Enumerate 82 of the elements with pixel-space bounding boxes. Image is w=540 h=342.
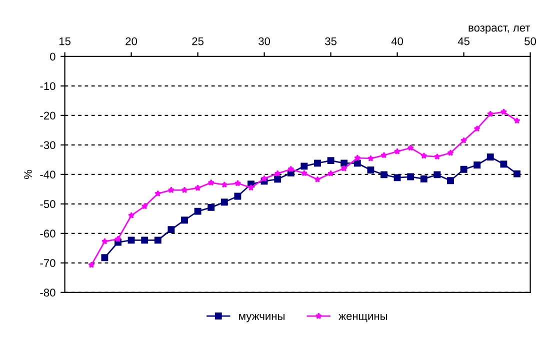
point — [101, 238, 108, 244]
point — [514, 117, 520, 124]
x-tick-label: 50 — [524, 37, 536, 46]
point — [234, 180, 242, 186]
legend-label: женщины — [338, 314, 388, 322]
y-tick-label: 0 — [50, 52, 56, 61]
x-tick-label: 20 — [126, 37, 138, 46]
point — [407, 144, 414, 151]
point — [260, 175, 268, 182]
point — [500, 160, 508, 168]
point — [141, 202, 148, 210]
point — [407, 173, 414, 180]
point — [380, 152, 388, 158]
point — [168, 226, 175, 234]
point — [394, 174, 401, 182]
point — [208, 179, 214, 186]
point — [221, 181, 228, 188]
x-tick-label: 30 — [258, 37, 270, 46]
point — [420, 175, 428, 182]
point — [181, 216, 188, 224]
point — [274, 170, 281, 176]
point — [114, 236, 122, 242]
point — [354, 154, 361, 161]
point — [474, 162, 481, 168]
point — [128, 236, 135, 244]
point — [340, 160, 348, 167]
point — [486, 154, 494, 160]
point — [487, 110, 494, 117]
point — [141, 236, 148, 244]
point — [128, 212, 135, 218]
point — [168, 186, 175, 193]
point — [101, 254, 108, 262]
point — [327, 157, 334, 164]
point — [394, 148, 401, 154]
point — [194, 208, 202, 215]
x-tick-label: 40 — [391, 37, 404, 46]
legend-label: мужчины — [239, 314, 284, 322]
x-tick-label: 35 — [325, 37, 337, 46]
point — [460, 166, 468, 173]
x-axis-title: возраст, лет — [468, 26, 530, 34]
point — [474, 125, 480, 132]
point — [288, 166, 294, 172]
point — [234, 192, 242, 200]
point — [420, 152, 428, 159]
point — [460, 137, 468, 144]
y-tick-label: -20 — [40, 112, 56, 120]
point — [208, 204, 215, 211]
point — [274, 176, 282, 183]
y-tick-label: -60 — [40, 230, 56, 238]
point — [220, 198, 228, 206]
point — [314, 160, 321, 167]
point — [194, 184, 202, 191]
point — [367, 155, 374, 162]
point — [380, 171, 388, 178]
point — [447, 177, 454, 184]
point — [314, 176, 321, 182]
point — [327, 170, 334, 176]
point — [248, 184, 254, 191]
point — [354, 160, 361, 167]
point — [154, 236, 162, 244]
x-tick-label: 25 — [192, 37, 204, 46]
point — [340, 165, 348, 172]
point — [434, 153, 441, 160]
point — [154, 190, 162, 197]
y-tick-label: -70 — [40, 259, 56, 268]
y-tick-label: -50 — [40, 200, 56, 208]
y-tick-label: -10 — [40, 82, 56, 90]
point — [434, 171, 441, 178]
x-tick-label: 45 — [458, 37, 470, 46]
point — [500, 108, 508, 115]
point — [88, 262, 95, 268]
point — [300, 170, 308, 176]
y-tick-label: -30 — [40, 141, 56, 150]
point — [447, 149, 454, 156]
x-tick-label: 15 — [59, 37, 71, 46]
point — [300, 162, 308, 170]
y-tick-label: -40 — [40, 170, 56, 179]
y-axis-title: % — [24, 170, 32, 179]
y-tick-label: -80 — [40, 288, 56, 297]
point — [181, 186, 188, 193]
point — [367, 166, 374, 174]
point — [514, 170, 520, 178]
